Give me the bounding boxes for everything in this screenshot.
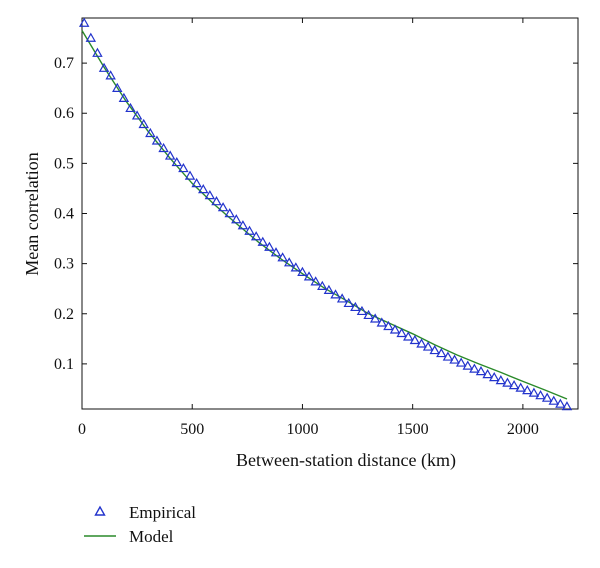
empirical-point <box>297 266 308 276</box>
empirical-point <box>198 184 209 194</box>
empirical-point <box>231 214 242 224</box>
empirical-point <box>343 297 354 308</box>
empirical-point <box>290 262 302 272</box>
empirical-point <box>118 92 130 103</box>
empirical-point <box>356 305 368 316</box>
y-tick-label: 0.4 <box>54 206 74 223</box>
empirical-point <box>422 341 434 351</box>
empirical-point <box>561 401 573 411</box>
x-tick-label: 2000 <box>507 421 539 438</box>
empirical-point <box>85 32 97 42</box>
empirical-point <box>522 385 533 395</box>
empirical-point <box>138 118 149 129</box>
empirical-point <box>78 17 90 27</box>
empirical-point <box>469 363 480 373</box>
empirical-point <box>237 220 249 230</box>
empirical-point <box>217 202 229 212</box>
empirical-point <box>495 375 507 385</box>
empirical-point <box>535 390 546 400</box>
empirical-point <box>555 398 566 408</box>
empirical-point <box>442 351 454 361</box>
empirical-point <box>158 142 169 153</box>
plot-frame <box>81 17 579 410</box>
empirical-point <box>489 372 500 382</box>
empirical-point <box>145 127 156 138</box>
empirical-point <box>436 347 447 358</box>
empirical-point <box>98 62 110 72</box>
empirical-point <box>250 231 262 241</box>
empirical-point <box>389 324 401 334</box>
empirical-point <box>396 327 407 338</box>
y-tick-label: 0.6 <box>54 105 74 122</box>
x-axis-title: Between-station distance (km) <box>236 450 456 471</box>
empirical-point <box>369 313 381 323</box>
empirical-point <box>171 156 183 167</box>
empirical-point <box>455 357 467 367</box>
model-series <box>81 30 568 400</box>
empirical-point <box>336 293 348 303</box>
empirical-series <box>78 17 573 411</box>
empirical-point <box>548 395 559 405</box>
empirical-point <box>330 289 341 299</box>
empirical-point <box>482 368 493 379</box>
empirical-point <box>277 252 288 262</box>
empirical-point <box>449 354 460 364</box>
empirical-point <box>502 377 513 387</box>
empirical-point <box>303 271 315 281</box>
y-axis-title: Mean correlation <box>22 152 42 275</box>
empirical-point <box>409 334 421 345</box>
empirical-point <box>264 241 275 251</box>
empirical-point <box>125 102 136 113</box>
y-tick-label: 0.1 <box>54 356 74 373</box>
legend-empirical-label: Empirical <box>129 503 196 522</box>
empirical-point <box>257 236 268 246</box>
empirical-point <box>323 284 335 294</box>
model-line <box>81 30 568 400</box>
empirical-point <box>191 178 202 188</box>
y-axis-ticks: 0.1 0.2 0.3 0.4 0.5 0.6 0.7 <box>54 55 578 373</box>
empirical-point <box>270 247 282 257</box>
y-tick-label: 0.7 <box>54 55 74 72</box>
empirical-point <box>528 387 540 397</box>
x-tick-label: 0 <box>78 421 86 438</box>
empirical-point <box>475 365 487 376</box>
empirical-point <box>204 190 216 200</box>
empirical-point <box>92 47 103 57</box>
empirical-point <box>105 70 116 80</box>
empirical-point <box>508 380 520 390</box>
x-axis-ticks: 0 500 1000 1500 2000 <box>78 18 539 438</box>
empirical-point <box>184 170 196 180</box>
empirical-point <box>224 208 235 218</box>
empirical-point <box>112 82 123 92</box>
x-tick-label: 1500 <box>397 421 429 438</box>
empirical-point <box>310 276 321 286</box>
empirical-point <box>283 257 295 267</box>
legend: Empirical Model <box>84 503 196 546</box>
empirical-point <box>515 382 526 392</box>
x-tick-label: 1000 <box>286 421 318 438</box>
empirical-point <box>416 338 427 348</box>
empirical-point <box>462 360 474 370</box>
y-tick-label: 0.5 <box>54 155 74 172</box>
empirical-point <box>403 331 414 341</box>
empirical-point <box>383 320 394 331</box>
empirical-point <box>164 150 176 160</box>
empirical-point <box>244 225 255 235</box>
empirical-point <box>178 162 189 173</box>
empirical-point <box>151 135 163 145</box>
empirical-point <box>429 344 440 355</box>
y-tick-label: 0.2 <box>54 306 74 323</box>
empirical-point <box>350 301 361 312</box>
y-tick-label: 0.3 <box>54 256 74 273</box>
empirical-point <box>376 317 388 327</box>
empirical-point <box>131 110 143 120</box>
empirical-point <box>211 196 222 206</box>
empirical-point <box>541 392 553 402</box>
legend-empirical-marker <box>94 505 106 516</box>
x-tick-label: 500 <box>180 421 204 438</box>
empirical-point <box>363 309 374 320</box>
legend-model-label: Model <box>129 527 174 546</box>
empirical-point <box>317 280 328 290</box>
